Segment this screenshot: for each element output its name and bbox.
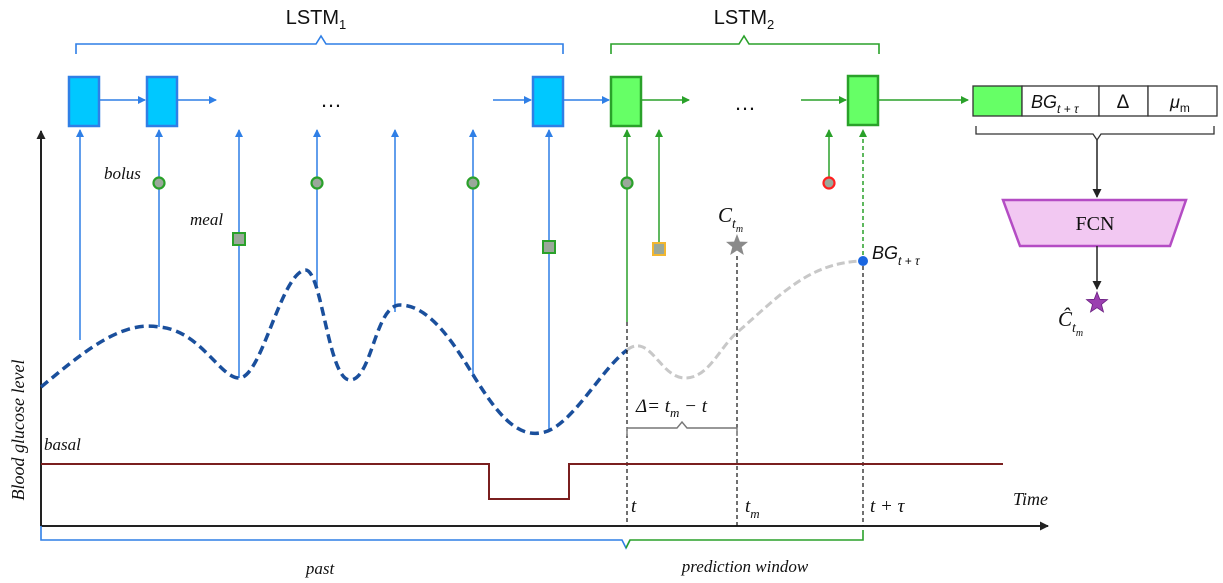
ellipsis-lstm1: … <box>320 87 342 112</box>
delta-bracket <box>626 420 738 436</box>
prediction-window-label: prediction window <box>681 557 809 576</box>
bolus-marker <box>152 176 166 190</box>
vector-bg-cell <box>1021 85 1100 117</box>
tm-tick-label: tm <box>745 496 760 521</box>
t-tau-tick-label: t + τ <box>870 496 906 517</box>
bolus-marker <box>310 176 324 190</box>
predicted-c-star-icon <box>1085 290 1109 313</box>
vector-mu-cell <box>1147 85 1218 117</box>
bolus-marker <box>466 176 480 190</box>
lstm1-title: LSTM1 <box>286 7 347 32</box>
meal-label: meal <box>190 210 223 229</box>
lstm1-brace <box>75 34 564 54</box>
bg-target-point <box>858 256 868 266</box>
vector-brace <box>975 126 1215 142</box>
future-bolus-marker <box>822 176 836 190</box>
lstm1-cell-last <box>531 75 565 128</box>
past-label: past <box>305 559 336 578</box>
vector-hidden-cell <box>972 85 1023 117</box>
lstm2-title: LSTM2 <box>714 7 775 32</box>
y-axis-label: Blood glucose level <box>8 360 28 501</box>
vector-bg-label: BGt + τ <box>1031 92 1080 116</box>
lstm2-cell-last <box>846 74 880 127</box>
c-tm-label: Ctm <box>718 203 743 235</box>
prediction-brace <box>625 530 864 549</box>
t-tick-label: t <box>631 496 637 517</box>
basal-line <box>41 463 1003 500</box>
c-tm-star-icon <box>726 234 748 255</box>
glucose-curve-future <box>626 259 864 380</box>
delta-label: Δ= tm − t <box>635 396 708 420</box>
bolus-label: bolus <box>104 164 141 183</box>
vector-delta-cell <box>1098 85 1149 117</box>
vector-mu-label: μm <box>1169 92 1190 115</box>
x-axis-label: Time <box>1013 489 1048 509</box>
meal-marker <box>542 240 556 254</box>
glucose-curve-past <box>39 268 629 436</box>
bolus-marker <box>620 176 634 190</box>
past-input-arrows <box>76 129 553 432</box>
basal-label: basal <box>44 435 81 454</box>
output-vector: BGt + τ Δ μm <box>972 85 1218 198</box>
ellipsis-lstm2: … <box>734 90 756 115</box>
bg-target-label: BGt + τ <box>872 243 921 268</box>
meal-marker <box>232 232 246 246</box>
predicted-c-label: Ĉtm <box>1058 307 1083 339</box>
lstm1-cell-2 <box>145 75 179 128</box>
fcn-block <box>1001 198 1188 248</box>
lstm1-cell-1 <box>67 75 101 128</box>
past-brace <box>40 526 631 550</box>
vector-delta-label: Δ <box>1117 92 1130 113</box>
future-meal-marker <box>652 242 666 256</box>
lstm2-cell-1 <box>609 75 643 128</box>
fcn-label: FCN <box>1076 213 1115 235</box>
lstm2-brace <box>610 34 880 54</box>
